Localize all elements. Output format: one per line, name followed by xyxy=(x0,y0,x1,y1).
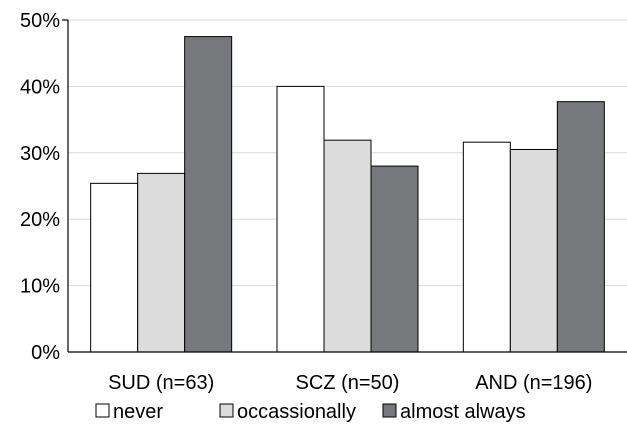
legend-label: occassionally xyxy=(237,401,356,423)
legend-swatch-occassionally xyxy=(219,403,234,418)
bar-occassionally-0 xyxy=(137,172,186,353)
legend-swatch-never xyxy=(95,403,110,418)
y-tick-label: 40% xyxy=(20,76,60,98)
x-tick-label: AND (n=196) xyxy=(475,372,592,394)
bar-never-1 xyxy=(276,85,325,353)
legend-swatch-almost-always xyxy=(382,403,397,418)
legend-label: never xyxy=(113,401,163,423)
y-tick-label: 10% xyxy=(20,276,60,298)
bar-almost-always-1 xyxy=(370,165,419,353)
x-tick-label: SCZ (n=50) xyxy=(296,372,400,394)
x-tick-label: SUD (n=63) xyxy=(108,372,214,394)
y-axis-ticks: 0% 10% 20% 30% 40% 50% xyxy=(20,10,60,364)
legend-label: almost always xyxy=(400,401,526,423)
bar-almost-always-0 xyxy=(184,36,233,353)
bar-occassionally-1 xyxy=(323,139,372,353)
bar-never-2 xyxy=(462,141,511,353)
y-tick-label: 0% xyxy=(31,342,60,364)
bar-never-0 xyxy=(90,182,139,353)
legend: never occassionally almost always xyxy=(95,401,526,423)
bar-almost-always-2 xyxy=(556,101,605,353)
y-tick-label: 30% xyxy=(20,143,60,165)
bar-occassionally-2 xyxy=(509,148,558,353)
bars xyxy=(90,36,605,353)
x-axis-ticks: SUD (n=63) SCZ (n=50) AND (n=196) xyxy=(108,372,592,394)
y-tick-label: 50% xyxy=(20,10,60,32)
axes xyxy=(62,19,627,353)
y-tick-label: 20% xyxy=(20,209,60,231)
